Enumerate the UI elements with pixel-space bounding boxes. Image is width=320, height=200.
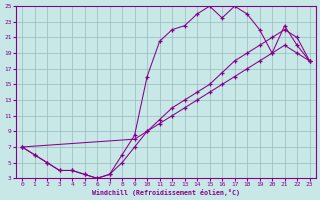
X-axis label: Windchill (Refroidissement éolien,°C): Windchill (Refroidissement éolien,°C) (92, 189, 240, 196)
